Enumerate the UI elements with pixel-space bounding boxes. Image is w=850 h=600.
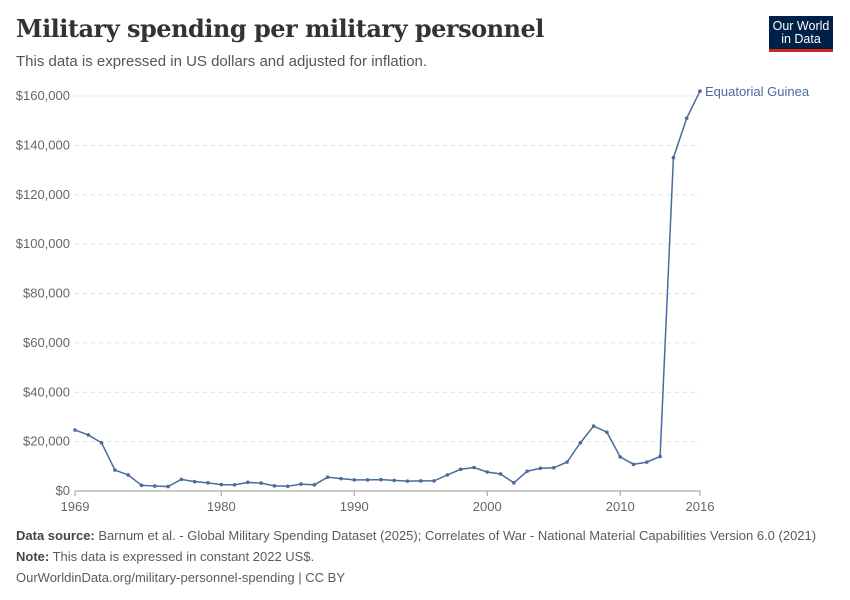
data-point: [485, 470, 490, 474]
y-tick-label: $100,000: [16, 236, 70, 251]
chart-subtitle: This data is expressed in US dollars and…: [16, 53, 428, 70]
data-point: [259, 481, 263, 485]
y-tick-label: $140,000: [16, 137, 70, 152]
y-tick-label: $0: [56, 483, 70, 498]
y-tick-label: $40,000: [23, 384, 70, 399]
data-point: [525, 469, 529, 474]
source-label: Data source:: [16, 528, 95, 543]
data-point: [325, 475, 330, 479]
data-point: [658, 454, 662, 459]
data-point: [445, 473, 450, 477]
note-text: This data is expressed in constant 2022 …: [49, 549, 315, 564]
source-text: Barnum et al. - Global Military Spending…: [94, 528, 817, 543]
data-point: [645, 460, 649, 464]
data-point: [684, 116, 689, 121]
data-point: [618, 455, 623, 459]
data-point: [179, 477, 184, 482]
y-tick-label: $80,000: [23, 286, 70, 301]
data-point: [352, 478, 357, 482]
note: Note: This data is expressed in constant…: [16, 549, 314, 564]
data-point: [472, 465, 476, 470]
y-tick-label: $160,000: [16, 88, 70, 103]
data-point: [192, 479, 197, 484]
x-tick-label: 2010: [606, 499, 635, 514]
data-point: [698, 89, 702, 93]
data-point: [299, 482, 303, 486]
data-point: [418, 479, 423, 483]
data-point: [405, 479, 410, 483]
y-tick-label: $20,000: [23, 434, 70, 449]
data-point: [578, 441, 583, 445]
data-point: [152, 484, 157, 488]
x-tick-label: 1990: [340, 499, 369, 514]
x-tick-label: 2016: [686, 499, 715, 514]
data-point: [86, 433, 91, 437]
data-point: [631, 462, 636, 467]
series-label: Equatorial Guinea: [705, 84, 810, 99]
data-point: [206, 481, 210, 485]
y-tick-label: $60,000: [23, 335, 70, 350]
data-source: Data source: Barnum et al. - Global Mili…: [16, 528, 816, 543]
data-point: [312, 483, 317, 487]
data-point: [432, 479, 436, 483]
data-point: [73, 428, 77, 432]
x-tick-label: 2000: [473, 499, 502, 514]
data-point: [126, 473, 130, 477]
data-point: [551, 465, 556, 470]
data-point: [246, 480, 250, 485]
owid-logo[interactable]: Our World in Data: [769, 16, 833, 52]
data-point: [285, 484, 290, 489]
data-point: [219, 482, 224, 487]
data-point: [379, 477, 383, 482]
data-point: [139, 483, 144, 488]
data-point: [99, 441, 104, 445]
data-point: [671, 155, 676, 160]
data-point: [458, 467, 463, 472]
data-point: [166, 484, 170, 489]
data-point: [113, 468, 117, 472]
data-point: [392, 478, 396, 483]
x-tick-label: 1980: [207, 499, 236, 514]
data-point: [538, 466, 543, 471]
chart-title: Military spending per military personnel: [16, 14, 544, 43]
data-point: [339, 476, 343, 481]
note-label: Note:: [16, 549, 50, 564]
data-point: [272, 484, 277, 488]
source-url[interactable]: OurWorldinData.org/military-personnel-sp…: [16, 570, 345, 585]
data-point: [498, 472, 503, 476]
y-tick-label: $120,000: [16, 187, 70, 202]
data-point: [605, 430, 609, 435]
data-point: [365, 478, 370, 482]
data-point: [591, 424, 596, 428]
series-line: [74, 90, 701, 488]
data-point: [232, 483, 237, 487]
data-point: [512, 481, 516, 485]
x-tick-label: 1969: [61, 499, 90, 514]
data-point: [565, 460, 569, 464]
